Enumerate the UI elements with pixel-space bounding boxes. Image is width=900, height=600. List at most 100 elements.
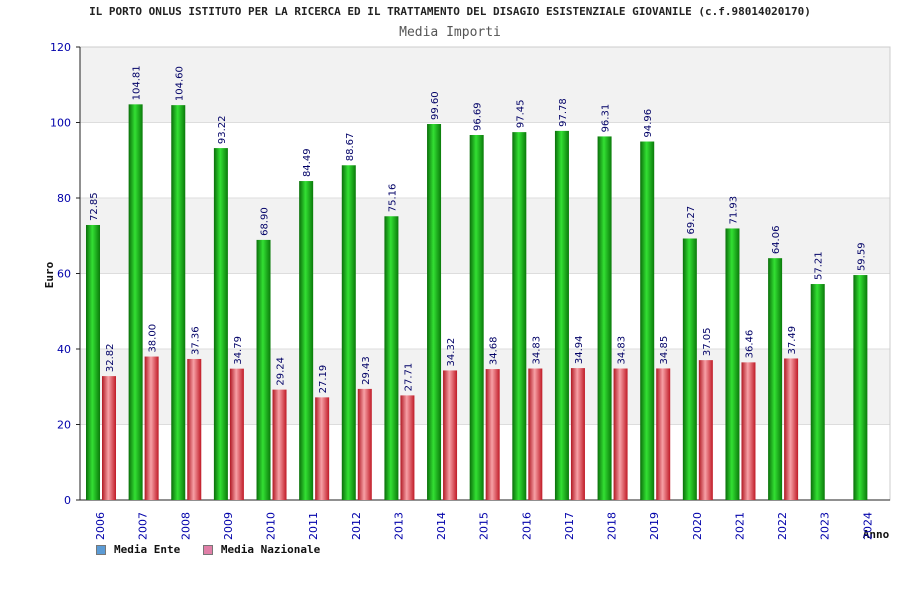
bar-media-ente-2024 xyxy=(853,275,868,500)
bar-media-ente-2009 xyxy=(213,148,228,501)
data-label-nazionale-2015: 34.68 xyxy=(489,336,500,365)
y-tick-label: 40 xyxy=(57,343,71,356)
bar-media-nazionale-2016 xyxy=(528,368,543,500)
data-label-nazionale-2016: 34.83 xyxy=(531,336,542,365)
bar-media-ente-2013 xyxy=(384,216,399,500)
bar-media-nazionale-2022 xyxy=(784,358,799,500)
y-tick-label: 20 xyxy=(57,419,71,432)
bar-media-ente-2011 xyxy=(299,181,314,501)
bar-media-nazionale-2021 xyxy=(741,362,756,500)
data-label-nazionale-2007: 38.00 xyxy=(148,324,159,353)
data-label-nazionale-2010: 29.24 xyxy=(276,357,287,386)
data-label-nazionale-2009: 34.79 xyxy=(233,336,244,365)
x-tick-label-2013: 2013 xyxy=(392,512,405,540)
grid-band xyxy=(80,47,890,123)
legend: Media Ente Media Nazionale xyxy=(96,543,336,558)
bar-media-nazionale-2013 xyxy=(400,395,415,500)
data-label-nazionale-2012: 29.43 xyxy=(361,356,372,385)
labels: 72.85 32.82 104.81 38.00 104.60 37.36 93.22 34.… xyxy=(89,65,867,393)
bar-media-nazionale-2009 xyxy=(229,368,244,500)
data-label-ente-2017: 97.78 xyxy=(558,98,569,127)
data-label-ente-2013: 75.16 xyxy=(387,184,398,213)
x-tick-label-2016: 2016 xyxy=(520,512,533,540)
x-tick-label-2023: 2023 xyxy=(819,512,832,540)
axes: 0 20 40 60 80 100 120 Euro Anno 2006 2007 2008 2009 2… xyxy=(43,41,890,541)
bar-media-ente-2019 xyxy=(640,141,655,500)
x-tick-label-2022: 2022 xyxy=(776,512,789,540)
data-label-ente-2008: 104.60 xyxy=(174,66,185,101)
legend-swatch-ente xyxy=(96,544,106,555)
data-label-nazionale-2021: 36.46 xyxy=(744,330,755,359)
x-tick-label-2019: 2019 xyxy=(648,512,661,540)
bar-media-ente-2010 xyxy=(256,239,271,500)
legend-label-ente: Media Ente xyxy=(114,543,181,556)
data-label-nazionale-2022: 37.49 xyxy=(787,326,798,355)
data-label-ente-2019: 94.96 xyxy=(643,109,654,138)
bar-media-ente-2017 xyxy=(554,130,569,500)
y-tick-label: 60 xyxy=(57,268,71,281)
data-label-ente-2006: 72.85 xyxy=(89,192,100,221)
data-label-nazionale-2017: 34.94 xyxy=(574,335,585,364)
x-tick-label-2011: 2011 xyxy=(307,512,320,540)
x-tick-label-2007: 2007 xyxy=(137,512,150,540)
bar-media-nazionale-2012 xyxy=(357,388,372,500)
data-label-nazionale-2020: 37.05 xyxy=(702,327,713,356)
x-tick-label-2021: 2021 xyxy=(733,512,746,540)
x-tick-label-2010: 2010 xyxy=(265,512,278,540)
data-label-ente-2018: 96.31 xyxy=(601,104,612,133)
data-label-ente-2015: 96.69 xyxy=(473,102,484,131)
data-label-nazionale-2008: 37.36 xyxy=(190,326,201,355)
bar-media-ente-2016 xyxy=(512,132,527,500)
bar-media-ente-2022 xyxy=(768,258,783,500)
bar-media-ente-2006 xyxy=(86,224,100,500)
data-label-nazionale-2019: 34.85 xyxy=(659,336,670,365)
bar-media-ente-2023 xyxy=(810,284,825,500)
data-label-ente-2014: 99.60 xyxy=(430,91,441,120)
bar-media-nazionale-2014 xyxy=(443,370,458,500)
bar-media-nazionale-2010 xyxy=(272,389,287,500)
data-label-ente-2024: 59.59 xyxy=(856,242,867,271)
data-label-ente-2007: 104.81 xyxy=(132,65,143,100)
x-axis-title: Anno xyxy=(863,528,890,541)
bar-media-ente-2012 xyxy=(341,165,356,500)
bar-media-ente-2007 xyxy=(128,104,143,500)
data-label-ente-2021: 71.93 xyxy=(728,196,739,225)
data-label-ente-2009: 93.22 xyxy=(217,115,228,144)
bar-media-ente-2021 xyxy=(725,228,740,501)
data-label-ente-2016: 97.45 xyxy=(515,99,526,128)
bar-media-ente-2014 xyxy=(427,124,442,500)
bar-media-nazionale-2006 xyxy=(102,376,116,500)
legend-label-nazionale: Media Nazionale xyxy=(220,543,321,556)
y-tick-label: 100 xyxy=(50,117,71,130)
data-label-ente-2022: 64.06 xyxy=(771,226,782,255)
x-tick-label-2006: 2006 xyxy=(94,512,107,540)
bar-media-nazionale-2017 xyxy=(570,368,585,500)
y-axis-title: Euro xyxy=(43,261,56,288)
y-tick-label: 0 xyxy=(64,494,71,507)
data-label-nazionale-2013: 27.71 xyxy=(403,363,414,392)
x-tick-label-2017: 2017 xyxy=(563,512,576,540)
data-label-nazionale-2011: 27.19 xyxy=(318,365,329,394)
data-label-ente-2011: 84.49 xyxy=(302,148,313,177)
x-tick-label-2015: 2015 xyxy=(478,512,491,540)
data-label-nazionale-2006: 32.82 xyxy=(105,343,116,372)
x-tick-label-2014: 2014 xyxy=(435,512,448,540)
legend-item-ente: Media Ente xyxy=(96,543,180,556)
data-label-nazionale-2018: 34.83 xyxy=(617,336,628,365)
bar-media-nazionale-2018 xyxy=(613,368,628,500)
x-tick-label-2012: 2012 xyxy=(350,512,363,540)
bar-media-ente-2008 xyxy=(171,105,186,500)
x-tick-label-2020: 2020 xyxy=(691,512,704,540)
data-label-ente-2020: 69.27 xyxy=(686,206,697,235)
data-label-nazionale-2014: 34.32 xyxy=(446,338,457,367)
bar-media-nazionale-2020 xyxy=(698,360,713,500)
y-tick-label: 120 xyxy=(50,41,71,54)
bars xyxy=(86,104,868,501)
chart-title: IL PORTO ONLUS ISTITUTO PER LA RICERCA E… xyxy=(89,5,811,18)
bar-media-ente-2018 xyxy=(597,136,612,500)
y-tick-label: 80 xyxy=(57,192,71,205)
bar-media-nazionale-2015 xyxy=(485,369,500,500)
x-tick-label-2009: 2009 xyxy=(222,512,235,540)
bar-media-nazionale-2007 xyxy=(144,356,159,500)
